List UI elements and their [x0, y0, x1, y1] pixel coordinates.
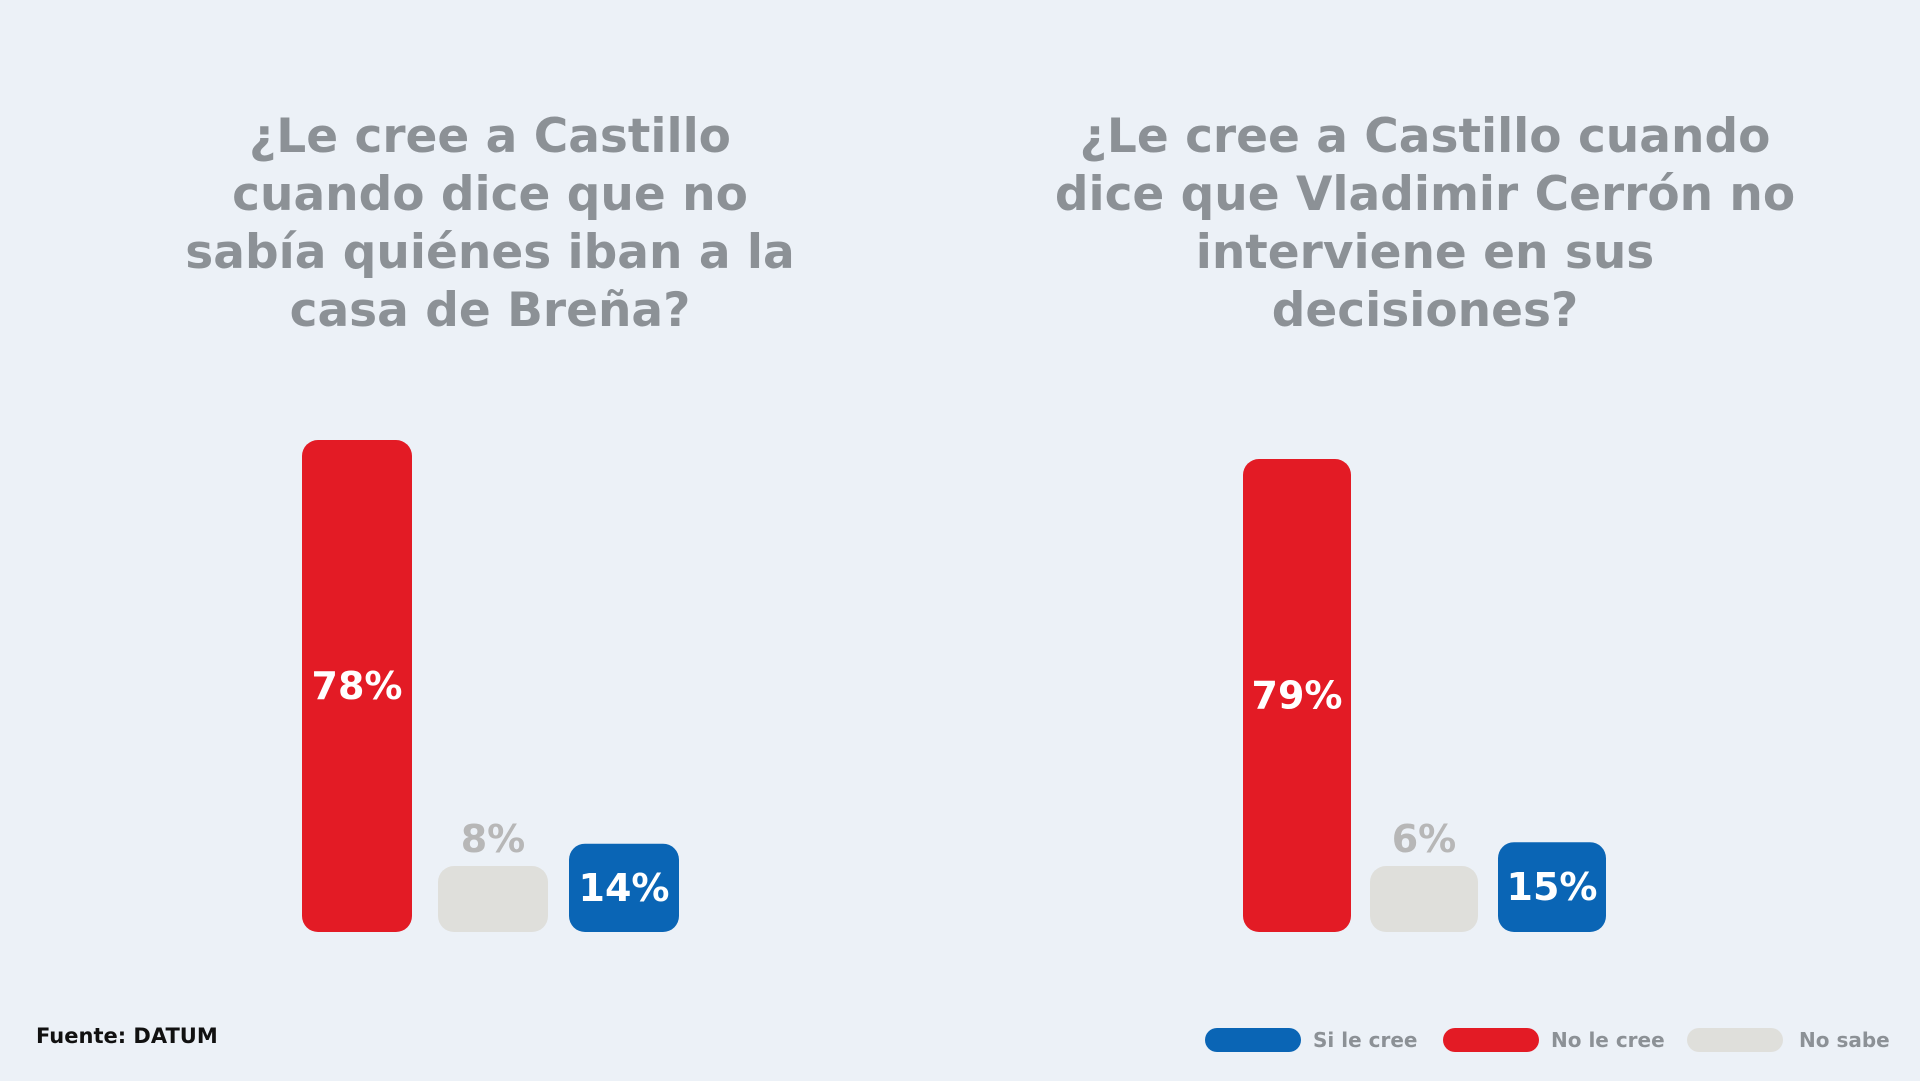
legend-swatch-nosabe: [1687, 1028, 1783, 1052]
bar-label-2-no-le-cree: 79%: [1252, 674, 1343, 718]
legend-swatch-no: [1443, 1028, 1539, 1052]
bar-label-1-si-le-cree: 14%: [579, 866, 670, 910]
bar-label-2-no-sabe: 6%: [1392, 817, 1457, 861]
bar-1-no-sabe: [438, 866, 548, 932]
chart-title-right: ¿Le cree a Castillo cuando dice que Vlad…: [1054, 109, 1796, 338]
bar-label-1-no-le-cree: 78%: [312, 664, 403, 708]
bar-label-2-si-le-cree: 15%: [1507, 865, 1598, 909]
legend-label-no: No le cree: [1551, 1028, 1665, 1052]
bar-label-1-no-sabe: 8%: [461, 817, 526, 861]
bar-1-si-le-cree: [569, 843, 679, 932]
source-note: Fuente: DATUM: [36, 1024, 218, 1048]
bar-1-no-le-cree: [302, 440, 412, 932]
legend-label-si: Si le cree: [1313, 1028, 1418, 1052]
chart-title-left: ¿Le cree a Castillo cuando dice que no s…: [185, 109, 795, 338]
bar-2-no-le-cree: [1243, 459, 1351, 932]
legend-label-nosabe: No sabe: [1799, 1028, 1890, 1052]
bar-2-no-sabe: [1370, 866, 1478, 932]
legend-swatch-si: [1205, 1028, 1301, 1052]
bar-2-si-le-cree: [1498, 842, 1606, 932]
